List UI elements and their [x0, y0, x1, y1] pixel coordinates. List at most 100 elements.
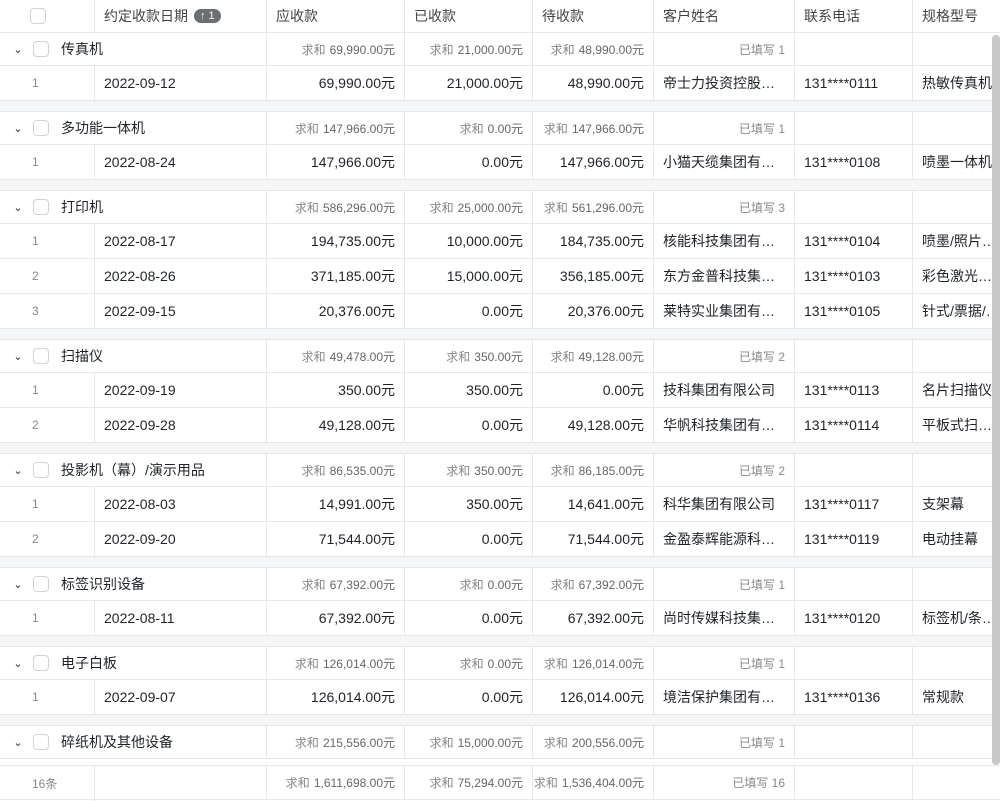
column-header-due[interactable]: 应收款: [267, 0, 405, 32]
chevron-down-icon[interactable]: ⌄: [13, 736, 23, 749]
group-checkbox[interactable]: [33, 462, 49, 478]
column-header-received[interactable]: 已收款: [405, 0, 533, 32]
phone-cell[interactable]: 131****0103: [795, 259, 913, 293]
group-header[interactable]: ⌄ 标签识别设备 求和 67,392.00元 求和 0.00元 求和 67,392.00元 …: [0, 568, 1000, 601]
phone-cell[interactable]: 131****0111: [795, 66, 913, 100]
table-row[interactable]: 2 2022-09-20 71,544.00元 0.00元 71,544.00元 金盈泰辉…: [0, 522, 1000, 557]
received-cell[interactable]: 0.00元: [405, 294, 533, 328]
phone-cell[interactable]: 131****0105: [795, 294, 913, 328]
row-index[interactable]: 1: [0, 145, 95, 179]
phone-cell[interactable]: 131****0108: [795, 145, 913, 179]
model-cell[interactable]: 支架幕: [913, 487, 1000, 521]
model-cell[interactable]: 常规款: [913, 680, 1000, 714]
received-cell[interactable]: 15,000.00元: [405, 259, 533, 293]
group-checkbox[interactable]: [33, 348, 49, 364]
vertical-scrollbar[interactable]: [992, 35, 1000, 765]
due-cell[interactable]: 67,392.00元: [267, 601, 405, 635]
pending-cell[interactable]: 14,641.00元: [533, 487, 654, 521]
chevron-down-icon[interactable]: ⌄: [13, 43, 23, 56]
group-header[interactable]: ⌄ 碎纸机及其他设备 求和 215,556.00元 求和 15,000.00元 求和 200…: [0, 726, 1000, 759]
date-cell[interactable]: 2022-09-28: [95, 408, 267, 442]
due-cell[interactable]: 371,185.00元: [267, 259, 405, 293]
customer-cell[interactable]: 技科集团有限公司: [654, 373, 795, 407]
phone-cell[interactable]: 131****0117: [795, 487, 913, 521]
date-cell[interactable]: 2022-08-03: [95, 487, 267, 521]
received-cell[interactable]: 0.00元: [405, 522, 533, 556]
row-index[interactable]: 2: [0, 408, 95, 442]
model-cell[interactable]: 彩色激光打印机: [913, 259, 1000, 293]
chevron-down-icon[interactable]: ⌄: [13, 201, 23, 214]
group-checkbox[interactable]: [33, 655, 49, 671]
date-cell[interactable]: 2022-08-17: [95, 224, 267, 258]
date-cell[interactable]: 2022-09-12: [95, 66, 267, 100]
column-header-pending[interactable]: 待收款: [533, 0, 654, 32]
model-cell[interactable]: 喷墨/照片打印机: [913, 224, 1000, 258]
group-header[interactable]: ⌄ 电子白板 求和 126,014.00元 求和 0.00元 求和 126,014.00元 …: [0, 647, 1000, 680]
table-row[interactable]: 1 2022-08-03 14,991.00元 350.00元 14,641.00元 科华…: [0, 487, 1000, 522]
received-cell[interactable]: 10,000.00元: [405, 224, 533, 258]
pending-cell[interactable]: 67,392.00元: [533, 601, 654, 635]
customer-cell[interactable]: 科华集团有限公司: [654, 487, 795, 521]
customer-cell[interactable]: 金盈泰辉能源科技有限公司: [654, 522, 795, 556]
due-cell[interactable]: 69,990.00元: [267, 66, 405, 100]
date-cell[interactable]: 2022-08-26: [95, 259, 267, 293]
pending-cell[interactable]: 49,128.00元: [533, 408, 654, 442]
row-index[interactable]: 2: [0, 522, 95, 556]
group-checkbox[interactable]: [33, 734, 49, 750]
group-checkbox[interactable]: [33, 120, 49, 136]
phone-cell[interactable]: 131****0114: [795, 408, 913, 442]
customer-cell[interactable]: 莱特实业集团有限公司: [654, 294, 795, 328]
date-cell[interactable]: 2022-08-24: [95, 145, 267, 179]
table-row[interactable]: 1 2022-08-11 67,392.00元 0.00元 67,392.00元 尚时传媒…: [0, 601, 1000, 636]
table-row[interactable]: 1 2022-08-24 147,966.00元 0.00元 147,966.00元 小猫…: [0, 145, 1000, 180]
table-row[interactable]: 1 2022-09-07 126,014.00元 0.00元 126,014.00元 境洁…: [0, 680, 1000, 715]
table-row[interactable]: 1 2022-08-17 194,735.00元 10,000.00元 184,735.…: [0, 224, 1000, 259]
customer-cell[interactable]: 尚时传媒科技集团有限公司: [654, 601, 795, 635]
received-cell[interactable]: 0.00元: [405, 145, 533, 179]
pending-cell[interactable]: 126,014.00元: [533, 680, 654, 714]
chevron-down-icon[interactable]: ⌄: [13, 657, 23, 670]
row-index[interactable]: 1: [0, 224, 95, 258]
group-header[interactable]: ⌄ 多功能一体机 求和 147,966.00元 求和 0.00元 求和 147,966.00…: [0, 112, 1000, 145]
phone-cell[interactable]: 131****0119: [795, 522, 913, 556]
due-cell[interactable]: 14,991.00元: [267, 487, 405, 521]
customer-cell[interactable]: 核能科技集团有限公司: [654, 224, 795, 258]
date-cell[interactable]: 2022-09-15: [95, 294, 267, 328]
due-cell[interactable]: 194,735.00元: [267, 224, 405, 258]
chevron-down-icon[interactable]: ⌄: [13, 350, 23, 363]
date-cell[interactable]: 2022-09-19: [95, 373, 267, 407]
chevron-down-icon[interactable]: ⌄: [13, 578, 23, 591]
model-cell[interactable]: 热敏传真机: [913, 66, 1000, 100]
customer-cell[interactable]: 小猫天缆集团有限公司: [654, 145, 795, 179]
received-cell[interactable]: 0.00元: [405, 408, 533, 442]
pending-cell[interactable]: 48,990.00元: [533, 66, 654, 100]
received-cell[interactable]: 350.00元: [405, 487, 533, 521]
group-header[interactable]: ⌄ 投影机（幕）/演示用品 求和 86,535.00元 求和 350.00元 求和 86,1…: [0, 454, 1000, 487]
customer-cell[interactable]: 帝士力投资控股集团有限公司: [654, 66, 795, 100]
phone-cell[interactable]: 131****0104: [795, 224, 913, 258]
due-cell[interactable]: 350.00元: [267, 373, 405, 407]
model-cell[interactable]: 标签机/条码机: [913, 601, 1000, 635]
pending-cell[interactable]: 71,544.00元: [533, 522, 654, 556]
column-header-phone[interactable]: 联系电话: [795, 0, 913, 32]
received-cell[interactable]: 350.00元: [405, 373, 533, 407]
group-checkbox[interactable]: [33, 576, 49, 592]
received-cell[interactable]: 0.00元: [405, 601, 533, 635]
model-cell[interactable]: 喷墨一体机: [913, 145, 1000, 179]
table-row[interactable]: 1 2022-09-19 350.00元 350.00元 0.00元 技科集团有限公司 13…: [0, 373, 1000, 408]
model-cell[interactable]: 名片扫描仪: [913, 373, 1000, 407]
model-cell[interactable]: 平板式扫描仪: [913, 408, 1000, 442]
received-cell[interactable]: 0.00元: [405, 680, 533, 714]
table-row[interactable]: 2 2022-08-26 371,185.00元 15,000.00元 356,185.…: [0, 259, 1000, 294]
phone-cell[interactable]: 131****0136: [795, 680, 913, 714]
group-header[interactable]: ⌄ 打印机 求和 586,296.00元 求和 25,000.00元 求和 561,296.…: [0, 191, 1000, 224]
group-header[interactable]: ⌄ 传真机 求和 69,990.00元 求和 21,000.00元 求和 48,990.00…: [0, 33, 1000, 66]
received-cell[interactable]: 21,000.00元: [405, 66, 533, 100]
row-index[interactable]: 1: [0, 487, 95, 521]
table-row[interactable]: 2 2022-09-28 49,128.00元 0.00元 49,128.00元 华帆科技…: [0, 408, 1000, 443]
group-header[interactable]: ⌄ 扫描仪 求和 49,478.00元 求和 350.00元 求和 49,128.00元 已…: [0, 340, 1000, 373]
pending-cell[interactable]: 147,966.00元: [533, 145, 654, 179]
customer-cell[interactable]: 东方金普科技集团有限公司: [654, 259, 795, 293]
row-index[interactable]: 1: [0, 680, 95, 714]
due-cell[interactable]: 147,966.00元: [267, 145, 405, 179]
